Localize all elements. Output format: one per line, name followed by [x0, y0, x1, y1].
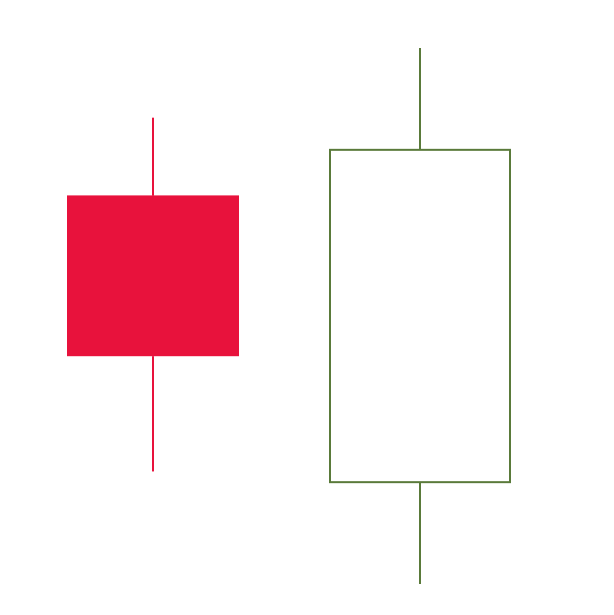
candle-1-body	[67, 195, 239, 357]
candle-2-body	[329, 148, 511, 484]
